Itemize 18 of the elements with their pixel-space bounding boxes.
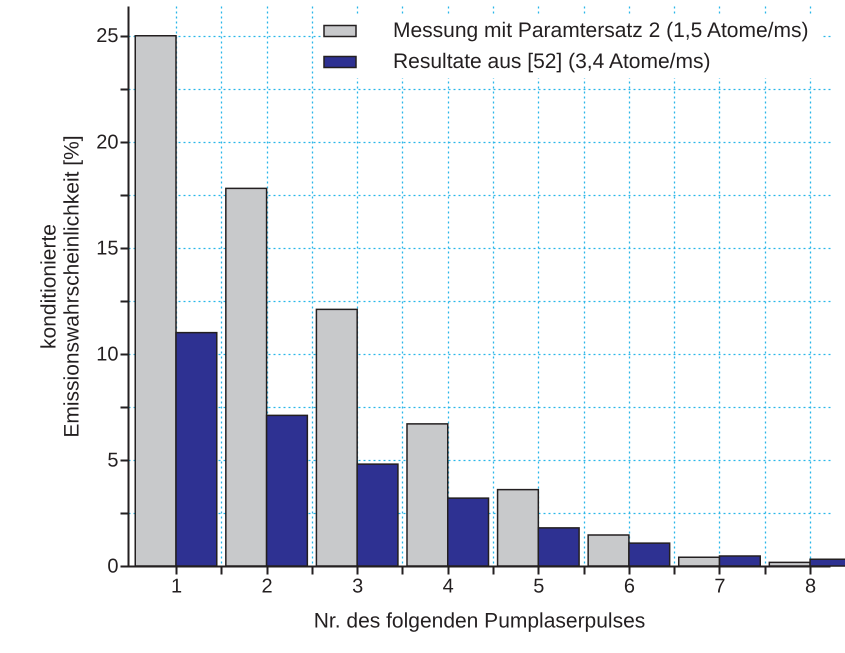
x-tick-label: 2 (262, 576, 273, 598)
x-tick-label: 1 (170, 576, 182, 598)
x-tick-label: 6 (624, 576, 635, 598)
y-tick-label: 5 (107, 449, 118, 472)
y-tick-label: 0 (107, 556, 118, 578)
x-tick-label: 5 (533, 576, 544, 598)
x-tick-label: 3 (352, 576, 364, 598)
x-tick-label: 8 (805, 576, 816, 598)
legend-label: Resultate aus [52] (3,4 Atome/ms) (393, 50, 710, 73)
y-tick-label: 25 (96, 25, 118, 48)
y-axis-title: konditionierte Emissionswahrscheinlichkeit [%] (37, 135, 84, 438)
y-tick-label: 10 (96, 343, 118, 366)
y-tick-label: 15 (96, 237, 118, 260)
x-tick-label: 7 (714, 576, 726, 598)
x-axis-title: Nr. des folgenden Pumplaserpulses (314, 610, 646, 632)
y-tick-label: 20 (96, 131, 118, 154)
legend-label: Messung mit Paramtersatz 2 (1,5 Atome/ms) (393, 19, 808, 42)
x-tick-label: 4 (442, 576, 454, 598)
